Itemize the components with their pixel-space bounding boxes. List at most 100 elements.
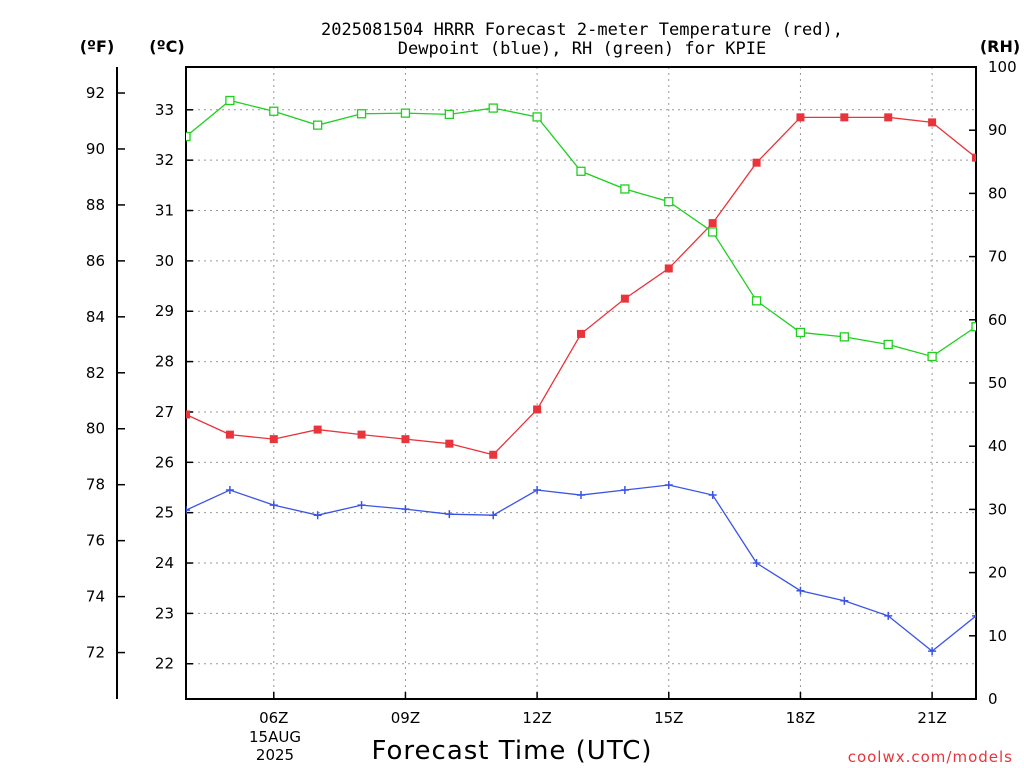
x-tick-label: 21Z xyxy=(917,709,946,727)
rh-point xyxy=(664,196,674,207)
celsius-tick-label: 24 xyxy=(155,554,174,572)
dewpoint-point xyxy=(269,501,278,510)
celsius-tick-label: 31 xyxy=(155,202,174,220)
temperature-point xyxy=(752,158,761,167)
rh-point xyxy=(444,109,454,120)
rh-tick-label: 80 xyxy=(988,184,1007,202)
dewpoint-point xyxy=(489,511,498,520)
celsius-tick-label: 32 xyxy=(155,151,174,169)
dewpoint-point xyxy=(928,647,937,656)
rh-point xyxy=(839,332,849,342)
rh-point xyxy=(313,120,323,130)
celsius-tick-label: 26 xyxy=(155,453,174,471)
rh-point xyxy=(186,131,191,142)
fahrenheit-tick-label: 88 xyxy=(86,196,105,214)
fahrenheit-tick-label: 78 xyxy=(86,476,105,494)
celsius-tick-label: 25 xyxy=(155,504,174,522)
series-clipped xyxy=(186,95,976,656)
dewpoint-point xyxy=(708,491,717,500)
chart-title: 2025081504 HRRR Forecast 2-meter Tempera… xyxy=(321,20,843,59)
celsius-tick-label: 22 xyxy=(155,655,174,673)
dewpoint-point xyxy=(840,596,849,605)
tick-labels: 22 23 24 25 26 27 28 29 30 31 32 33 72 74 76 78 80 82 84 86… xyxy=(86,58,1017,727)
rh-point xyxy=(225,95,235,106)
dewpoint-point xyxy=(225,486,234,495)
fahrenheit-tick-label: 76 xyxy=(86,532,105,550)
fahrenheit-tick-label: 82 xyxy=(86,364,105,382)
rh-point xyxy=(532,112,542,122)
temperature-point xyxy=(840,113,849,122)
axes xyxy=(116,66,977,700)
dewpoint-point xyxy=(445,510,454,519)
rh-point xyxy=(356,109,367,119)
dewpoint-point xyxy=(313,511,322,520)
fahrenheit-unit-label: (ºF) xyxy=(80,37,115,56)
rh-tick-label: 50 xyxy=(988,374,1007,392)
rh-point xyxy=(576,166,586,176)
temperature-point xyxy=(577,329,585,338)
chart-title-line-2: Dewpoint (blue), RH (green) for KPIE xyxy=(398,39,766,59)
fahrenheit-tick-label: 86 xyxy=(86,252,105,270)
rh-tick-label: 70 xyxy=(988,248,1007,266)
temperature-point xyxy=(489,450,498,459)
dewpoint-point xyxy=(972,611,976,620)
x-tick-label: 09Z xyxy=(391,709,420,727)
rh-tick-label: 30 xyxy=(988,500,1007,518)
rh-tick-label: 90 xyxy=(988,121,1007,139)
rh-point xyxy=(795,327,806,338)
date-label-day: 15AUG xyxy=(249,728,301,746)
rh-point xyxy=(708,227,718,237)
dewpoint-point xyxy=(533,486,542,495)
rh-tick-label: 10 xyxy=(988,627,1007,645)
temperature-point xyxy=(533,405,542,414)
temperature-point xyxy=(884,113,893,122)
temperature-point xyxy=(357,430,366,439)
dewpoint-point xyxy=(186,506,190,515)
rh-point xyxy=(269,106,279,116)
celsius-tick-label: 28 xyxy=(155,353,174,371)
temperature-point xyxy=(313,425,322,434)
dewpoint-line xyxy=(186,484,976,652)
celsius-tick-label: 29 xyxy=(155,302,174,320)
dewpoint-point xyxy=(577,491,585,500)
temperature-point xyxy=(269,435,278,444)
temperature-point xyxy=(445,439,454,448)
rh-tick-label: 20 xyxy=(988,564,1007,582)
rh-point xyxy=(927,351,937,362)
temperature-point xyxy=(708,219,717,228)
rh-tick-label: 40 xyxy=(988,437,1007,455)
x-tick-label: 12Z xyxy=(522,709,551,727)
rh-tick-label: 60 xyxy=(988,311,1007,329)
temperature-point xyxy=(796,113,805,122)
x-tick-label: 06Z xyxy=(259,709,288,727)
fahrenheit-tick-label: 72 xyxy=(86,644,105,662)
fahrenheit-tick-label: 84 xyxy=(86,308,105,326)
date-label-year: 2025 xyxy=(256,746,294,764)
celsius-tick-label: 33 xyxy=(155,101,174,119)
celsius-tick-label: 23 xyxy=(155,604,174,622)
credit-label: coolwx.com/models xyxy=(848,748,1013,766)
rh-point xyxy=(400,108,411,118)
fahrenheit-tick-label: 90 xyxy=(86,140,105,158)
dewpoint-point xyxy=(357,501,366,510)
temperature-point xyxy=(186,410,190,419)
rh-point xyxy=(488,103,498,113)
x-tick-label: 18Z xyxy=(786,709,815,727)
celsius-unit-label: (ºC) xyxy=(149,37,184,56)
temperature-series xyxy=(186,113,976,459)
series-layer xyxy=(186,95,976,656)
plot-frame xyxy=(185,66,977,700)
dewpoint-point xyxy=(620,486,629,495)
temperature-point xyxy=(972,153,976,162)
rh-tick-label: 100 xyxy=(988,58,1017,76)
rh-point xyxy=(751,296,762,306)
chart-title-line-1: 2025081504 HRRR Forecast 2-meter Tempera… xyxy=(321,20,843,40)
rh-tick-label: 0 xyxy=(988,690,998,708)
temperature-point xyxy=(620,294,629,303)
x-tick-label: 15Z xyxy=(654,709,683,727)
dewpoint-point xyxy=(884,611,893,620)
rh-line xyxy=(186,99,976,358)
celsius-tick-label: 27 xyxy=(155,403,174,421)
temperature-point xyxy=(225,430,234,439)
